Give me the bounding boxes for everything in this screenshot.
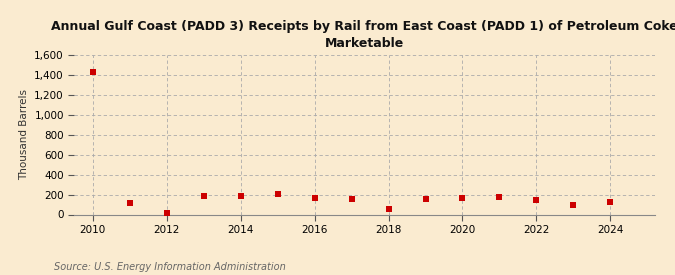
Point [568,202,578,207]
Point [605,199,616,204]
Point [383,206,394,211]
Title: Annual Gulf Coast (PADD 3) Receipts by Rail from East Coast (PADD 1) of Petroleu: Annual Gulf Coast (PADD 3) Receipts by R… [51,20,675,50]
Point [161,210,172,215]
Point [87,70,98,74]
Point [494,195,505,199]
Text: Source: U.S. Energy Information Administration: Source: U.S. Energy Information Administ… [54,262,286,272]
Point [235,193,246,198]
Point [124,200,135,205]
Point [346,197,357,201]
Point [272,191,283,196]
Point [309,196,320,200]
Point [420,196,431,201]
Point [198,193,209,198]
Y-axis label: Thousand Barrels: Thousand Barrels [19,89,28,180]
Point [457,195,468,200]
Point [531,197,542,202]
